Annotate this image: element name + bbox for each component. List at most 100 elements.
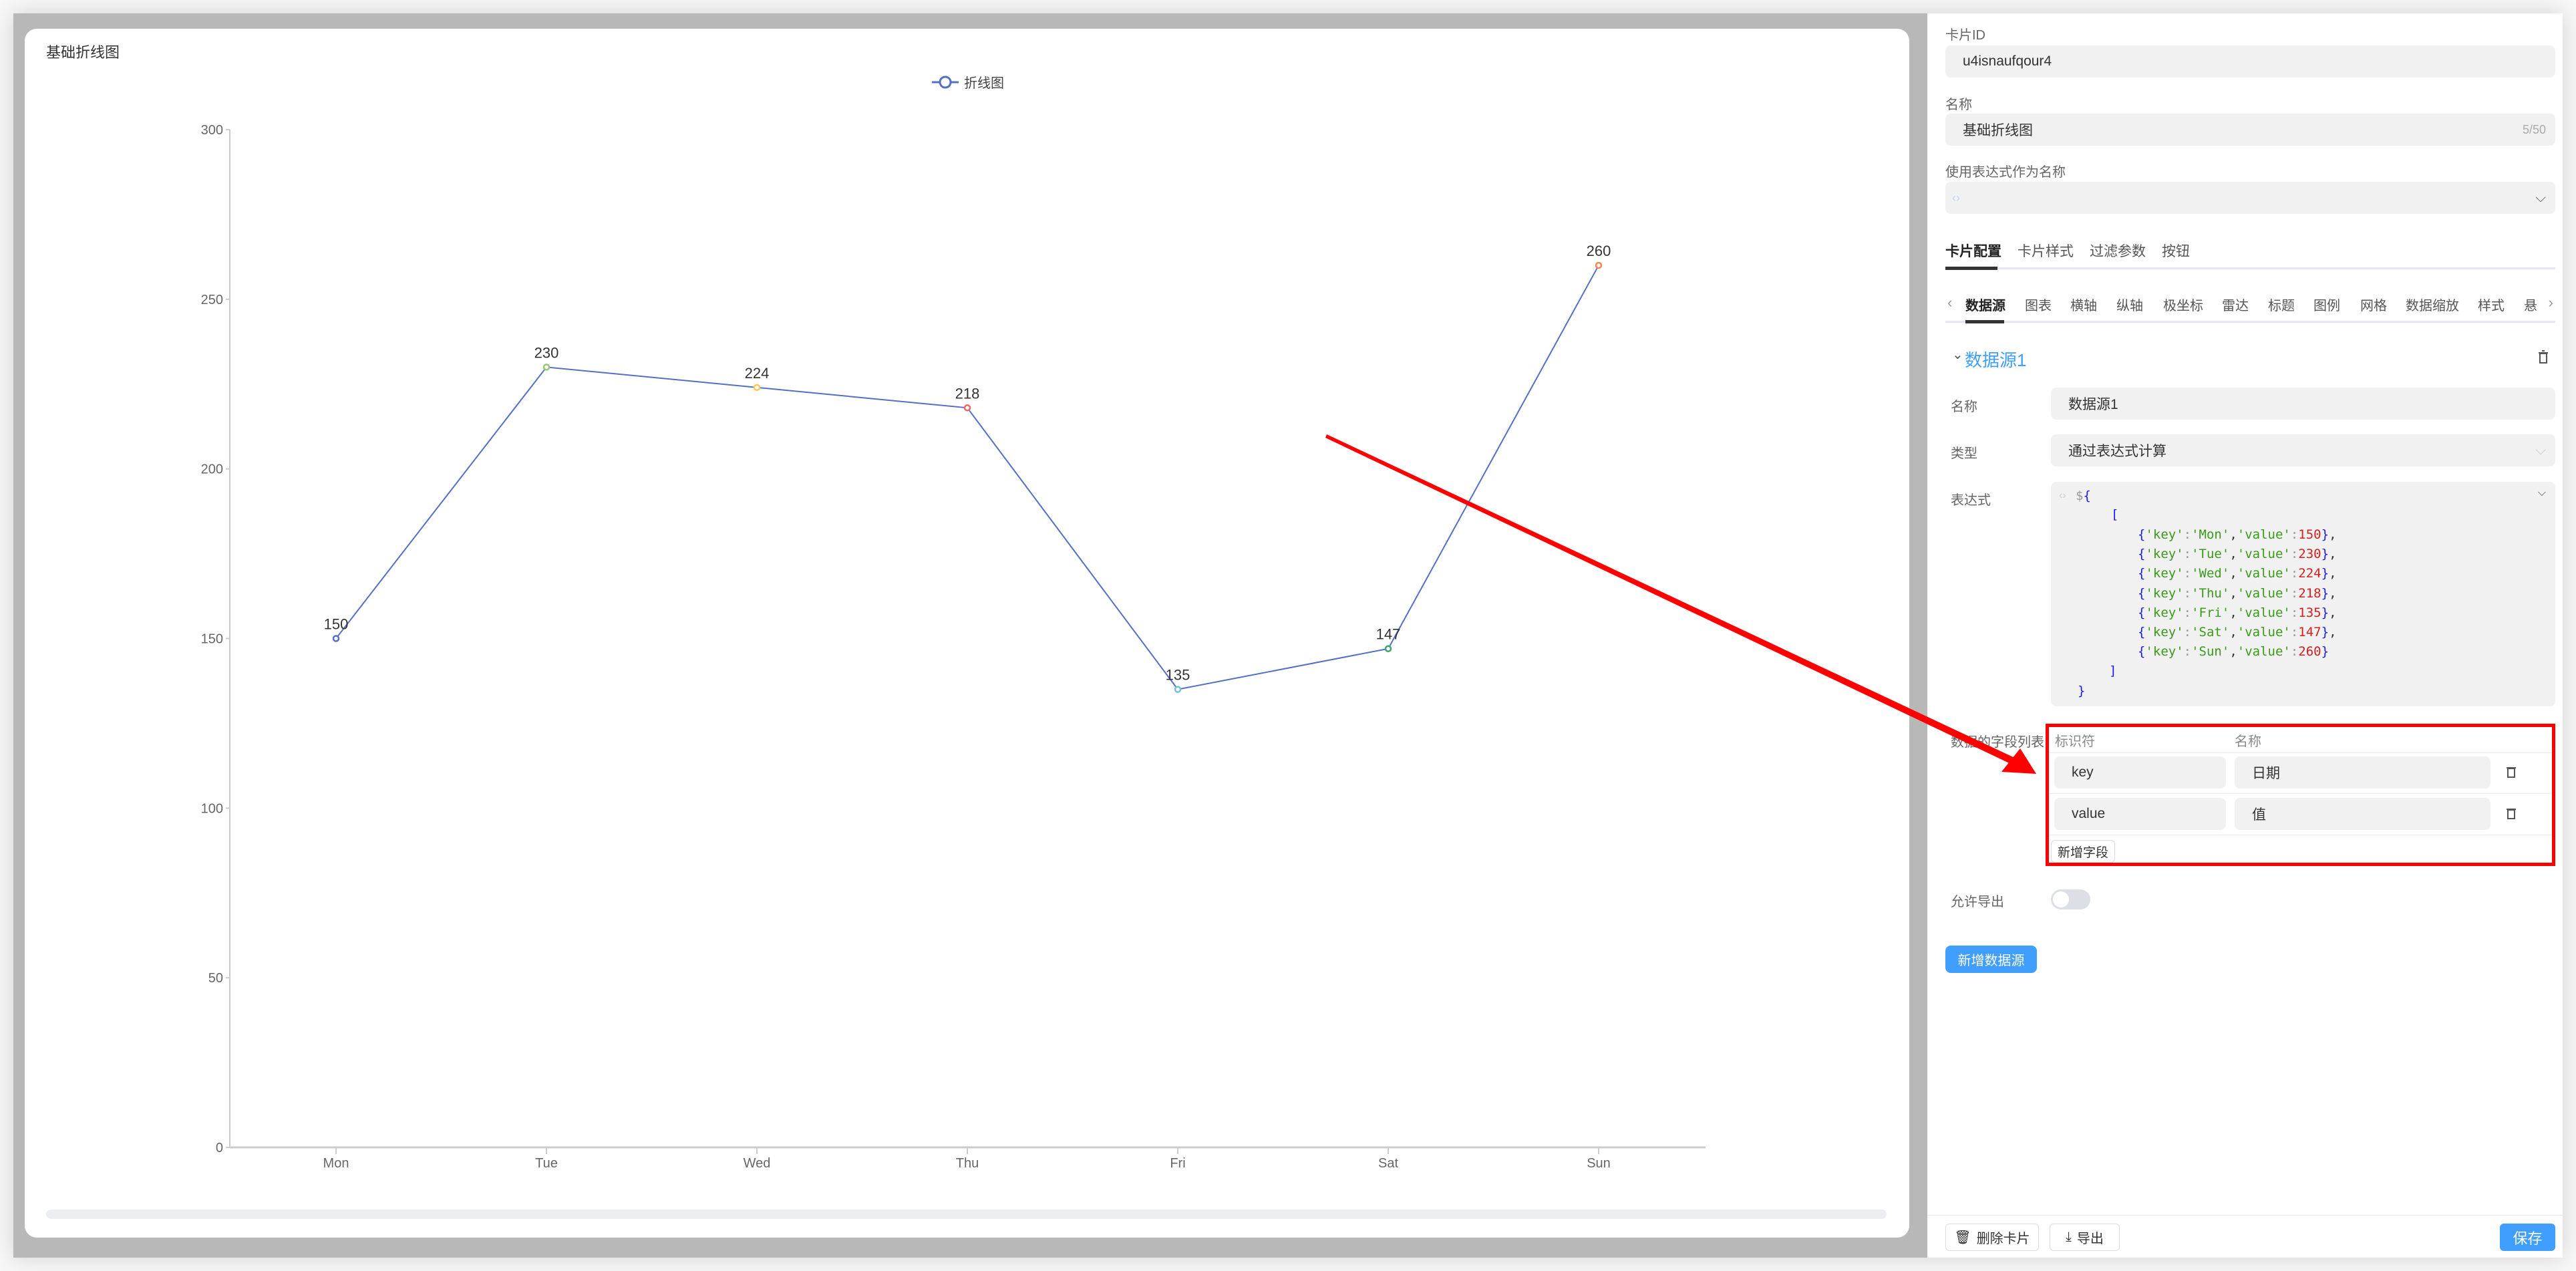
expr-name-label: 使用表达式作为名称 — [1945, 165, 2066, 180]
field-name-input[interactable]: 日期 — [2235, 756, 2490, 789]
chart-card-title: 基础折线图 — [46, 44, 120, 61]
field-id-input[interactable]: value — [2054, 798, 2226, 830]
subtab-scroll-right-icon[interactable]: › — [2548, 294, 2553, 311]
code-icon: ‹› — [2059, 490, 2066, 501]
delete-field-icon[interactable] — [2506, 764, 2517, 783]
data-label: 230 — [534, 344, 559, 361]
x-tick-label: Thu — [956, 1156, 979, 1171]
data-label: 150 — [324, 616, 349, 633]
char-count: 5/50 — [2522, 122, 2546, 136]
subtab-4[interactable]: 极坐标 — [2163, 299, 2203, 313]
data-point — [542, 364, 550, 371]
ds-name-field[interactable]: 数据源1 — [2051, 388, 2555, 420]
subtab-2[interactable]: 横轴 — [2070, 299, 2097, 313]
code-line: {'key':'Sun','value':260} — [2138, 644, 2329, 660]
add-field-button[interactable]: 新增字段 — [2051, 840, 2115, 863]
export-label: 允许导出 — [1951, 895, 2004, 909]
divider — [2049, 752, 2552, 753]
field-id-input[interactable]: key — [2054, 756, 2226, 789]
data-label: 260 — [1587, 243, 1611, 259]
divider — [2049, 793, 2552, 794]
x-tick-label: Sun — [1587, 1156, 1611, 1171]
delete-datasource-icon[interactable] — [2538, 349, 2549, 368]
tab-1[interactable]: 卡片样式 — [2018, 244, 2074, 259]
chart-card[interactable] — [25, 29, 1909, 1238]
tab-0[interactable]: 卡片配置 — [1945, 244, 2001, 259]
name-value: 基础折线图 — [1963, 123, 2033, 138]
data-point — [1174, 686, 1182, 693]
x-tick-label: Tue — [535, 1156, 558, 1171]
data-label: 147 — [1376, 626, 1401, 643]
download-icon: ⤓ — [2066, 1230, 2072, 1244]
collapse-chevron-icon[interactable]: ⌄ — [1952, 347, 1963, 362]
export-label-text: 导出 — [2076, 1232, 2104, 1246]
ds-expr-label: 表达式 — [1951, 493, 1991, 508]
data-point — [963, 404, 971, 412]
expr-name-select[interactable]: ‹› ⌵ — [1945, 182, 2555, 214]
x-tick-label: Wed — [744, 1156, 771, 1171]
export-toggle[interactable] — [2051, 889, 2090, 909]
chevron-down-icon[interactable]: ⌵ — [2537, 487, 2546, 499]
expression-editor[interactable]: ‹› ⌵ ${[{'key':'Mon','value':150}, {'key'… — [2051, 482, 2555, 706]
subtab-0[interactable]: 数据源 — [1965, 299, 2005, 313]
chart-legend[interactable]: 折线图 — [932, 72, 1004, 92]
field-id-value: key — [2072, 764, 2094, 780]
add-datasource-button[interactable]: 新增数据源 — [1945, 946, 2037, 973]
chevron-down-icon: ⌵ — [2535, 190, 2546, 205]
tabs-divider — [1945, 267, 2555, 269]
data-label: 224 — [745, 365, 770, 382]
field-name-input[interactable]: 值 — [2235, 798, 2490, 830]
subtab-8[interactable]: 网格 — [2360, 299, 2387, 313]
y-tick-label: 50 — [208, 971, 223, 986]
data-label: 135 — [1166, 667, 1190, 684]
active-subtab-indicator — [1965, 320, 2004, 323]
active-tab-indicator — [1945, 267, 1997, 270]
data-point — [332, 635, 340, 642]
delete-field-icon[interactable] — [2506, 806, 2517, 824]
data-point — [1595, 261, 1603, 269]
ds-name-value: 数据源1 — [2068, 397, 2118, 412]
horizontal-scrollbar[interactable] — [46, 1210, 1887, 1219]
footer-divider — [1927, 1215, 2563, 1216]
ds-type-value: 通过表达式计算 — [2068, 444, 2166, 459]
subtab-1[interactable]: 图表 — [2025, 299, 2052, 313]
annotation-arrow-head — [2001, 748, 2036, 774]
subtab-10[interactable]: 样式 — [2478, 299, 2505, 313]
annotation-arrow-shaft — [1325, 434, 2018, 766]
save-button[interactable]: 保存 — [2500, 1224, 2555, 1251]
code-line: ${ — [2076, 488, 2091, 503]
data-point — [1384, 645, 1392, 652]
subtab-scroll-left-icon[interactable]: ‹ — [1947, 294, 1953, 311]
card-id-value: u4isnaufqour4 — [1963, 53, 2052, 69]
ds-type-select[interactable]: 通过表达式计算 ⌵ — [2051, 434, 2555, 466]
field-id-value: value — [2072, 806, 2106, 821]
subtab-7[interactable]: 图例 — [2313, 299, 2340, 313]
code-line: {'key':'Mon','value':150}, — [2138, 527, 2337, 542]
y-tick-label: 150 — [201, 632, 223, 647]
datasource-title[interactable]: 数据源1 — [1965, 350, 2027, 370]
subtab-5[interactable]: 雷达 — [2222, 299, 2249, 313]
tab-2[interactable]: 过滤参数 — [2090, 244, 2146, 259]
code-line: {'key':'Sat','value':147}, — [2138, 625, 2337, 640]
subtab-9[interactable]: 数据缩放 — [2406, 299, 2459, 313]
subtab-3[interactable]: 纵轴 — [2116, 299, 2143, 313]
y-tick-label: 300 — [201, 123, 223, 138]
code-line: } — [2078, 684, 2086, 698]
x-tick-label: Sat — [1378, 1156, 1398, 1171]
card-id-label: 卡片ID — [1945, 28, 1985, 43]
export-button[interactable]: ⤓ 导出 — [2050, 1224, 2120, 1251]
name-field[interactable]: 基础折线图 5/50 — [1945, 114, 2555, 146]
legend-label: 折线图 — [964, 76, 1004, 91]
delete-card-button[interactable]: 🗑︎ 删除卡片 — [1945, 1224, 2039, 1251]
card-id-field[interactable]: u4isnaufqour4 — [1945, 45, 2555, 78]
subtab-6[interactable]: 标题 — [2268, 299, 2295, 313]
tab-3[interactable]: 按钮 — [2162, 244, 2190, 259]
chevron-down-icon: ⌵ — [2535, 442, 2546, 458]
subtab-11[interactable]: 悬 — [2524, 299, 2537, 313]
fields-header-id: 标识符 — [2055, 734, 2095, 749]
y-tick-label: 0 — [216, 1141, 223, 1155]
name-label: 名称 — [1945, 98, 1972, 112]
code-icon: ‹› — [1952, 190, 1960, 204]
code-line: {'key':'Fri','value':135}, — [2138, 605, 2337, 620]
